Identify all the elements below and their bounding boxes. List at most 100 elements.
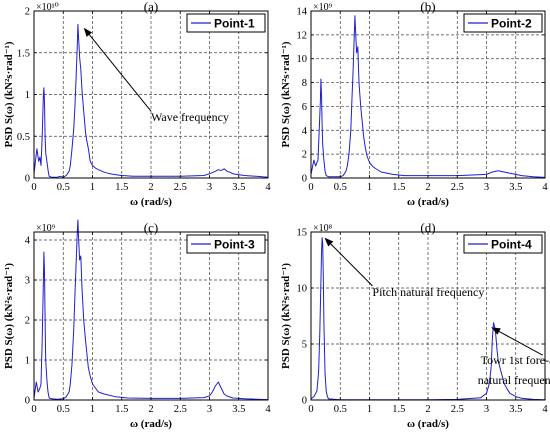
panel-title: (a): [144, 0, 158, 14]
x-tick-label: 0.5: [334, 182, 347, 193]
x-tick-label: 2.5: [451, 404, 464, 415]
x-tick-label: 3.5: [509, 182, 522, 193]
y-tick-label: 0.5: [17, 132, 30, 143]
x-tick-label: 0.5: [334, 404, 347, 415]
annotation-text: Wave frequency: [151, 110, 229, 124]
x-tick-label: 0: [31, 404, 36, 415]
x-tick-label: 2.5: [174, 182, 187, 193]
x-tick-label: 2: [425, 182, 430, 193]
chart-panel-2: 0 0.5 1 1.5 2 2.5 3 3.5 4 0 2 4 6 8 10 12 14 ×10⁹ (b) ω (ra…: [280, 0, 548, 208]
chart-panel-4: 0 0.5 1 1.5 2 2.5 3 3.5 4 0 5 10 15 ×10⁸ (d) ω (rad/s) P…: [280, 220, 550, 430]
x-tick-label: 1: [90, 404, 95, 415]
annotation-arrow-line: [88, 34, 152, 112]
chart-panel-1: 0 0.5 1 1.5 2 2.5 3 3.5 4 0 0.5 1 1.5 2 ×10¹⁰ (a) ω (rad…: [3, 0, 271, 208]
x-tick-label: 3: [484, 404, 489, 415]
panel-title: (b): [420, 0, 435, 14]
data-line-point-3: [33, 219, 269, 401]
y-axis-label: PSD S(ω) (kN²s·rad⁻¹): [280, 41, 292, 147]
x-tick-label: 0: [31, 182, 36, 193]
y-tick-label: 3: [25, 276, 30, 287]
y-tick-label: 15: [297, 228, 308, 239]
y-tick-label: 10: [297, 54, 308, 65]
x-tick-label: 3.5: [232, 182, 245, 193]
y-axis-multiplier: ×10⁹: [36, 223, 56, 234]
x-tick-label: 1.5: [392, 182, 405, 193]
x-axis-label: ω (rad/s): [407, 418, 449, 430]
x-tick-label: 0.5: [57, 182, 70, 193]
annotation-arrow-head: [324, 237, 334, 247]
legend-box: [463, 234, 543, 254]
x-tick-label: 2.5: [174, 404, 187, 415]
panel-title: (d): [420, 220, 435, 235]
x-axis-label: ω (rad/s): [130, 196, 172, 208]
y-axis-label: PSD S(ω) (kN²s·rad⁻¹): [3, 41, 15, 147]
y-tick-label: 2: [25, 316, 30, 327]
annotation-arrow-line: [498, 331, 543, 356]
annotation-text: Towr 1st fore-art: [481, 353, 550, 367]
annotation-text: natural frequency: [478, 373, 550, 387]
y-tick-label: 0: [25, 396, 30, 407]
x-tick-label: 4: [265, 182, 271, 193]
y-tick-label: 1.5: [17, 48, 30, 59]
x-tick-label: 2.5: [451, 182, 464, 193]
legend-entry: Point-1: [214, 17, 255, 31]
legend-box: [186, 234, 266, 254]
y-tick-label: 10: [297, 284, 308, 295]
x-tick-label: 1: [367, 404, 372, 415]
annotation-arrow-head: [491, 327, 501, 335]
y-axis-multiplier: ×10⁹: [313, 2, 333, 13]
data-line-point-1: [33, 23, 269, 178]
x-tick-label: 3: [484, 182, 489, 193]
x-tick-label: 1.5: [115, 182, 128, 193]
x-tick-label: 2: [148, 182, 153, 193]
y-tick-label: 2: [302, 150, 307, 161]
y-tick-label: 12: [297, 30, 308, 41]
y-axis-multiplier: ×10¹⁰: [36, 2, 59, 13]
y-tick-label: 4: [25, 236, 31, 247]
x-tick-label: 2: [148, 404, 153, 415]
y-tick-label: 1: [25, 90, 30, 101]
y-tick-label: 4: [302, 126, 308, 137]
y-tick-label: 14: [297, 7, 308, 18]
legend-box: [463, 13, 543, 33]
y-tick-label: 1: [25, 356, 30, 367]
x-tick-label: 1: [90, 182, 95, 193]
data-line-point-2: [310, 15, 546, 178]
y-tick-label: 2: [25, 7, 30, 18]
annotation-text: Pitch natural frequency: [372, 285, 484, 299]
x-tick-label: 0: [308, 404, 313, 415]
legend-entry: Point-3: [214, 238, 255, 252]
x-tick-label: 1: [367, 182, 372, 193]
annotation-arrow-head: [83, 27, 93, 37]
y-axis-label: PSD S(ω) (kN²s·rad⁻¹): [3, 263, 15, 369]
y-tick-label: 0: [302, 174, 307, 185]
legend-entry: Point-4: [491, 238, 532, 252]
y-tick-label: 0: [302, 396, 307, 407]
x-tick-label: 3: [207, 404, 212, 415]
x-tick-label: 1.5: [392, 404, 405, 415]
y-tick-label: 5: [302, 340, 307, 351]
y-tick-label: 0: [25, 174, 30, 185]
annotation-arrow-line: [330, 243, 373, 287]
x-tick-label: 3.5: [509, 404, 522, 415]
x-tick-label: 0.5: [57, 404, 70, 415]
legend-box: [186, 13, 266, 33]
x-axis-label: ω (rad/s): [130, 418, 172, 430]
x-tick-label: 3: [207, 182, 212, 193]
x-tick-label: 4: [542, 404, 548, 415]
y-axis-multiplier: ×10⁸: [313, 223, 333, 234]
chart-panel-3: 0 0.5 1 1.5 2 2.5 3 3.5 4 0 1 2 3 4 ×10⁹ (c) ω (rad/s) PS…: [3, 219, 271, 430]
x-tick-label: 1.5: [115, 404, 128, 415]
y-tick-label: 8: [302, 78, 307, 89]
x-tick-label: 4: [542, 182, 548, 193]
x-tick-label: 2: [425, 404, 430, 415]
y-axis-label: PSD S(ω) (kN²s·rad⁻¹): [280, 263, 292, 369]
legend-entry: Point-2: [491, 17, 532, 31]
x-axis-label: ω (rad/s): [407, 196, 449, 208]
x-tick-label: 3.5: [232, 404, 245, 415]
x-tick-label: 0: [308, 182, 313, 193]
x-tick-label: 4: [265, 404, 271, 415]
panel-title: (c): [144, 220, 158, 235]
y-tick-label: 6: [302, 102, 307, 113]
